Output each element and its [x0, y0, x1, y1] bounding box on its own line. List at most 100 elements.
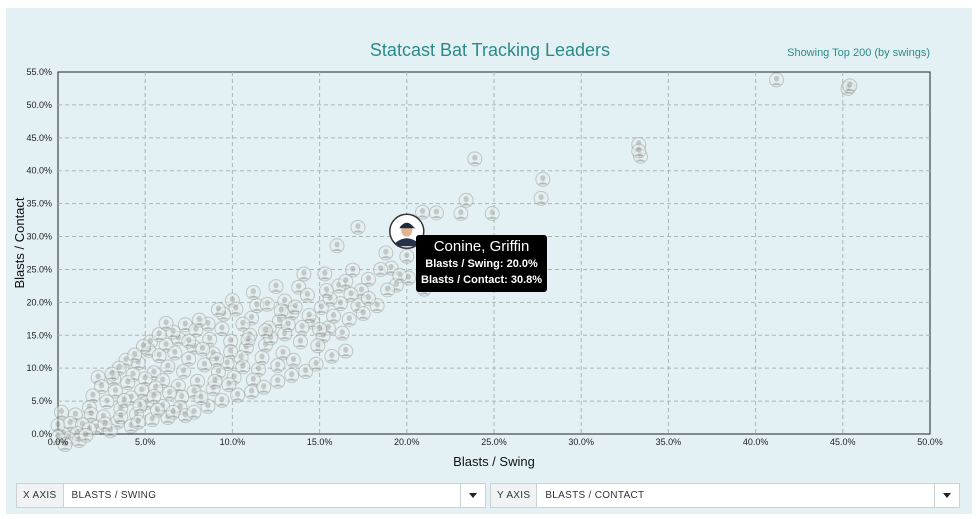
data-point[interactable] — [244, 384, 260, 400]
data-point[interactable] — [296, 266, 312, 282]
data-point[interactable] — [273, 303, 289, 319]
data-point[interactable] — [428, 205, 444, 221]
data-point[interactable] — [57, 437, 73, 453]
data-point[interactable] — [355, 306, 371, 322]
data-point[interactable] — [292, 334, 308, 350]
data-point[interactable] — [312, 321, 328, 337]
data-point[interactable] — [533, 190, 549, 206]
data-point[interactable] — [414, 204, 430, 220]
data-point[interactable] — [268, 279, 284, 295]
data-point[interactable] — [186, 404, 202, 420]
data-point[interactable] — [392, 267, 408, 283]
data-point[interactable] — [298, 363, 314, 379]
data-point[interactable] — [235, 316, 251, 332]
y-axis-dropdown-button[interactable] — [934, 484, 959, 507]
data-point[interactable] — [270, 358, 286, 374]
data-point[interactable] — [258, 323, 274, 339]
data-point[interactable] — [769, 72, 785, 88]
data-point[interactable] — [240, 332, 256, 348]
data-point[interactable] — [350, 219, 366, 235]
data-point[interactable] — [324, 348, 340, 364]
data-point[interactable] — [162, 385, 178, 401]
data-point[interactable] — [842, 78, 858, 94]
data-point[interactable] — [195, 341, 211, 357]
data-point[interactable] — [151, 327, 167, 343]
data-point[interactable] — [467, 151, 483, 167]
data-point[interactable] — [97, 416, 113, 432]
data-point[interactable] — [207, 373, 223, 389]
data-point[interactable] — [373, 261, 389, 277]
data-point[interactable] — [176, 363, 192, 379]
data-point[interactable] — [308, 356, 324, 372]
data-point[interactable] — [193, 390, 209, 406]
data-point[interactable] — [113, 409, 129, 425]
data-point[interactable] — [360, 271, 376, 287]
data-point[interactable] — [256, 379, 272, 395]
highlighted-player[interactable] — [389, 213, 425, 250]
data-point[interactable] — [167, 345, 183, 361]
data-point[interactable] — [120, 375, 136, 391]
data-point[interactable] — [275, 345, 291, 361]
data-point[interactable] — [53, 404, 69, 420]
data-point[interactable] — [280, 317, 296, 333]
data-point[interactable] — [160, 359, 176, 375]
data-point[interactable] — [535, 171, 551, 187]
data-point[interactable] — [319, 283, 335, 299]
data-point[interactable] — [341, 311, 357, 327]
data-point[interactable] — [284, 367, 300, 383]
data-point[interactable] — [631, 143, 647, 159]
data-point[interactable] — [210, 302, 226, 318]
data-point[interactable] — [326, 308, 342, 324]
data-point[interactable] — [270, 373, 286, 389]
data-point[interactable] — [104, 366, 120, 382]
x-axis-dropdown-button[interactable] — [460, 484, 485, 507]
x-axis-select-value[interactable]: BLASTS / SWING — [71, 490, 157, 501]
data-point[interactable] — [338, 343, 354, 359]
data-point[interactable] — [329, 238, 345, 254]
data-point[interactable] — [149, 402, 165, 418]
data-point[interactable] — [345, 262, 361, 278]
data-point[interactable] — [221, 377, 237, 393]
data-point[interactable] — [287, 299, 303, 315]
data-point[interactable] — [196, 357, 212, 373]
data-point[interactable] — [259, 296, 275, 312]
data-point[interactable] — [209, 352, 225, 368]
data-point[interactable] — [158, 315, 174, 331]
data-point[interactable] — [127, 347, 143, 363]
data-point[interactable] — [294, 319, 310, 335]
data-point[interactable] — [116, 392, 132, 408]
data-point[interactable] — [78, 427, 94, 443]
data-point[interactable] — [181, 351, 197, 367]
data-point[interactable] — [343, 286, 359, 302]
data-point[interactable] — [223, 344, 239, 360]
data-point[interactable] — [254, 350, 270, 366]
data-point[interactable] — [484, 206, 500, 222]
data-point[interactable] — [299, 287, 315, 303]
data-point[interactable] — [99, 394, 115, 410]
data-point[interactable] — [132, 398, 148, 414]
data-point[interactable] — [399, 248, 415, 264]
data-point[interactable] — [137, 371, 153, 387]
data-point[interactable] — [108, 383, 124, 399]
data-point[interactable] — [245, 284, 261, 300]
data-point[interactable] — [453, 206, 469, 222]
data-point[interactable] — [151, 348, 167, 364]
data-point[interactable] — [360, 290, 376, 306]
data-point[interactable] — [214, 392, 230, 408]
data-point[interactable] — [230, 387, 246, 403]
data-point[interactable] — [285, 352, 301, 368]
data-point[interactable] — [235, 359, 251, 375]
x-axis-select[interactable]: X AXIS BLASTS / SWING — [16, 483, 486, 508]
y-axis-select-value[interactable]: BLASTS / CONTACT — [545, 490, 645, 501]
data-point[interactable] — [380, 282, 396, 298]
data-point[interactable] — [458, 192, 474, 208]
data-point[interactable] — [301, 308, 317, 324]
data-point[interactable] — [317, 266, 333, 282]
data-point[interactable] — [181, 333, 197, 349]
data-point[interactable] — [146, 388, 162, 404]
data-point[interactable] — [378, 245, 394, 261]
data-point[interactable] — [94, 379, 110, 395]
data-point[interactable] — [334, 325, 350, 341]
y-axis-select[interactable]: Y AXIS BLASTS / CONTACT — [490, 483, 960, 508]
data-point[interactable] — [191, 312, 207, 328]
